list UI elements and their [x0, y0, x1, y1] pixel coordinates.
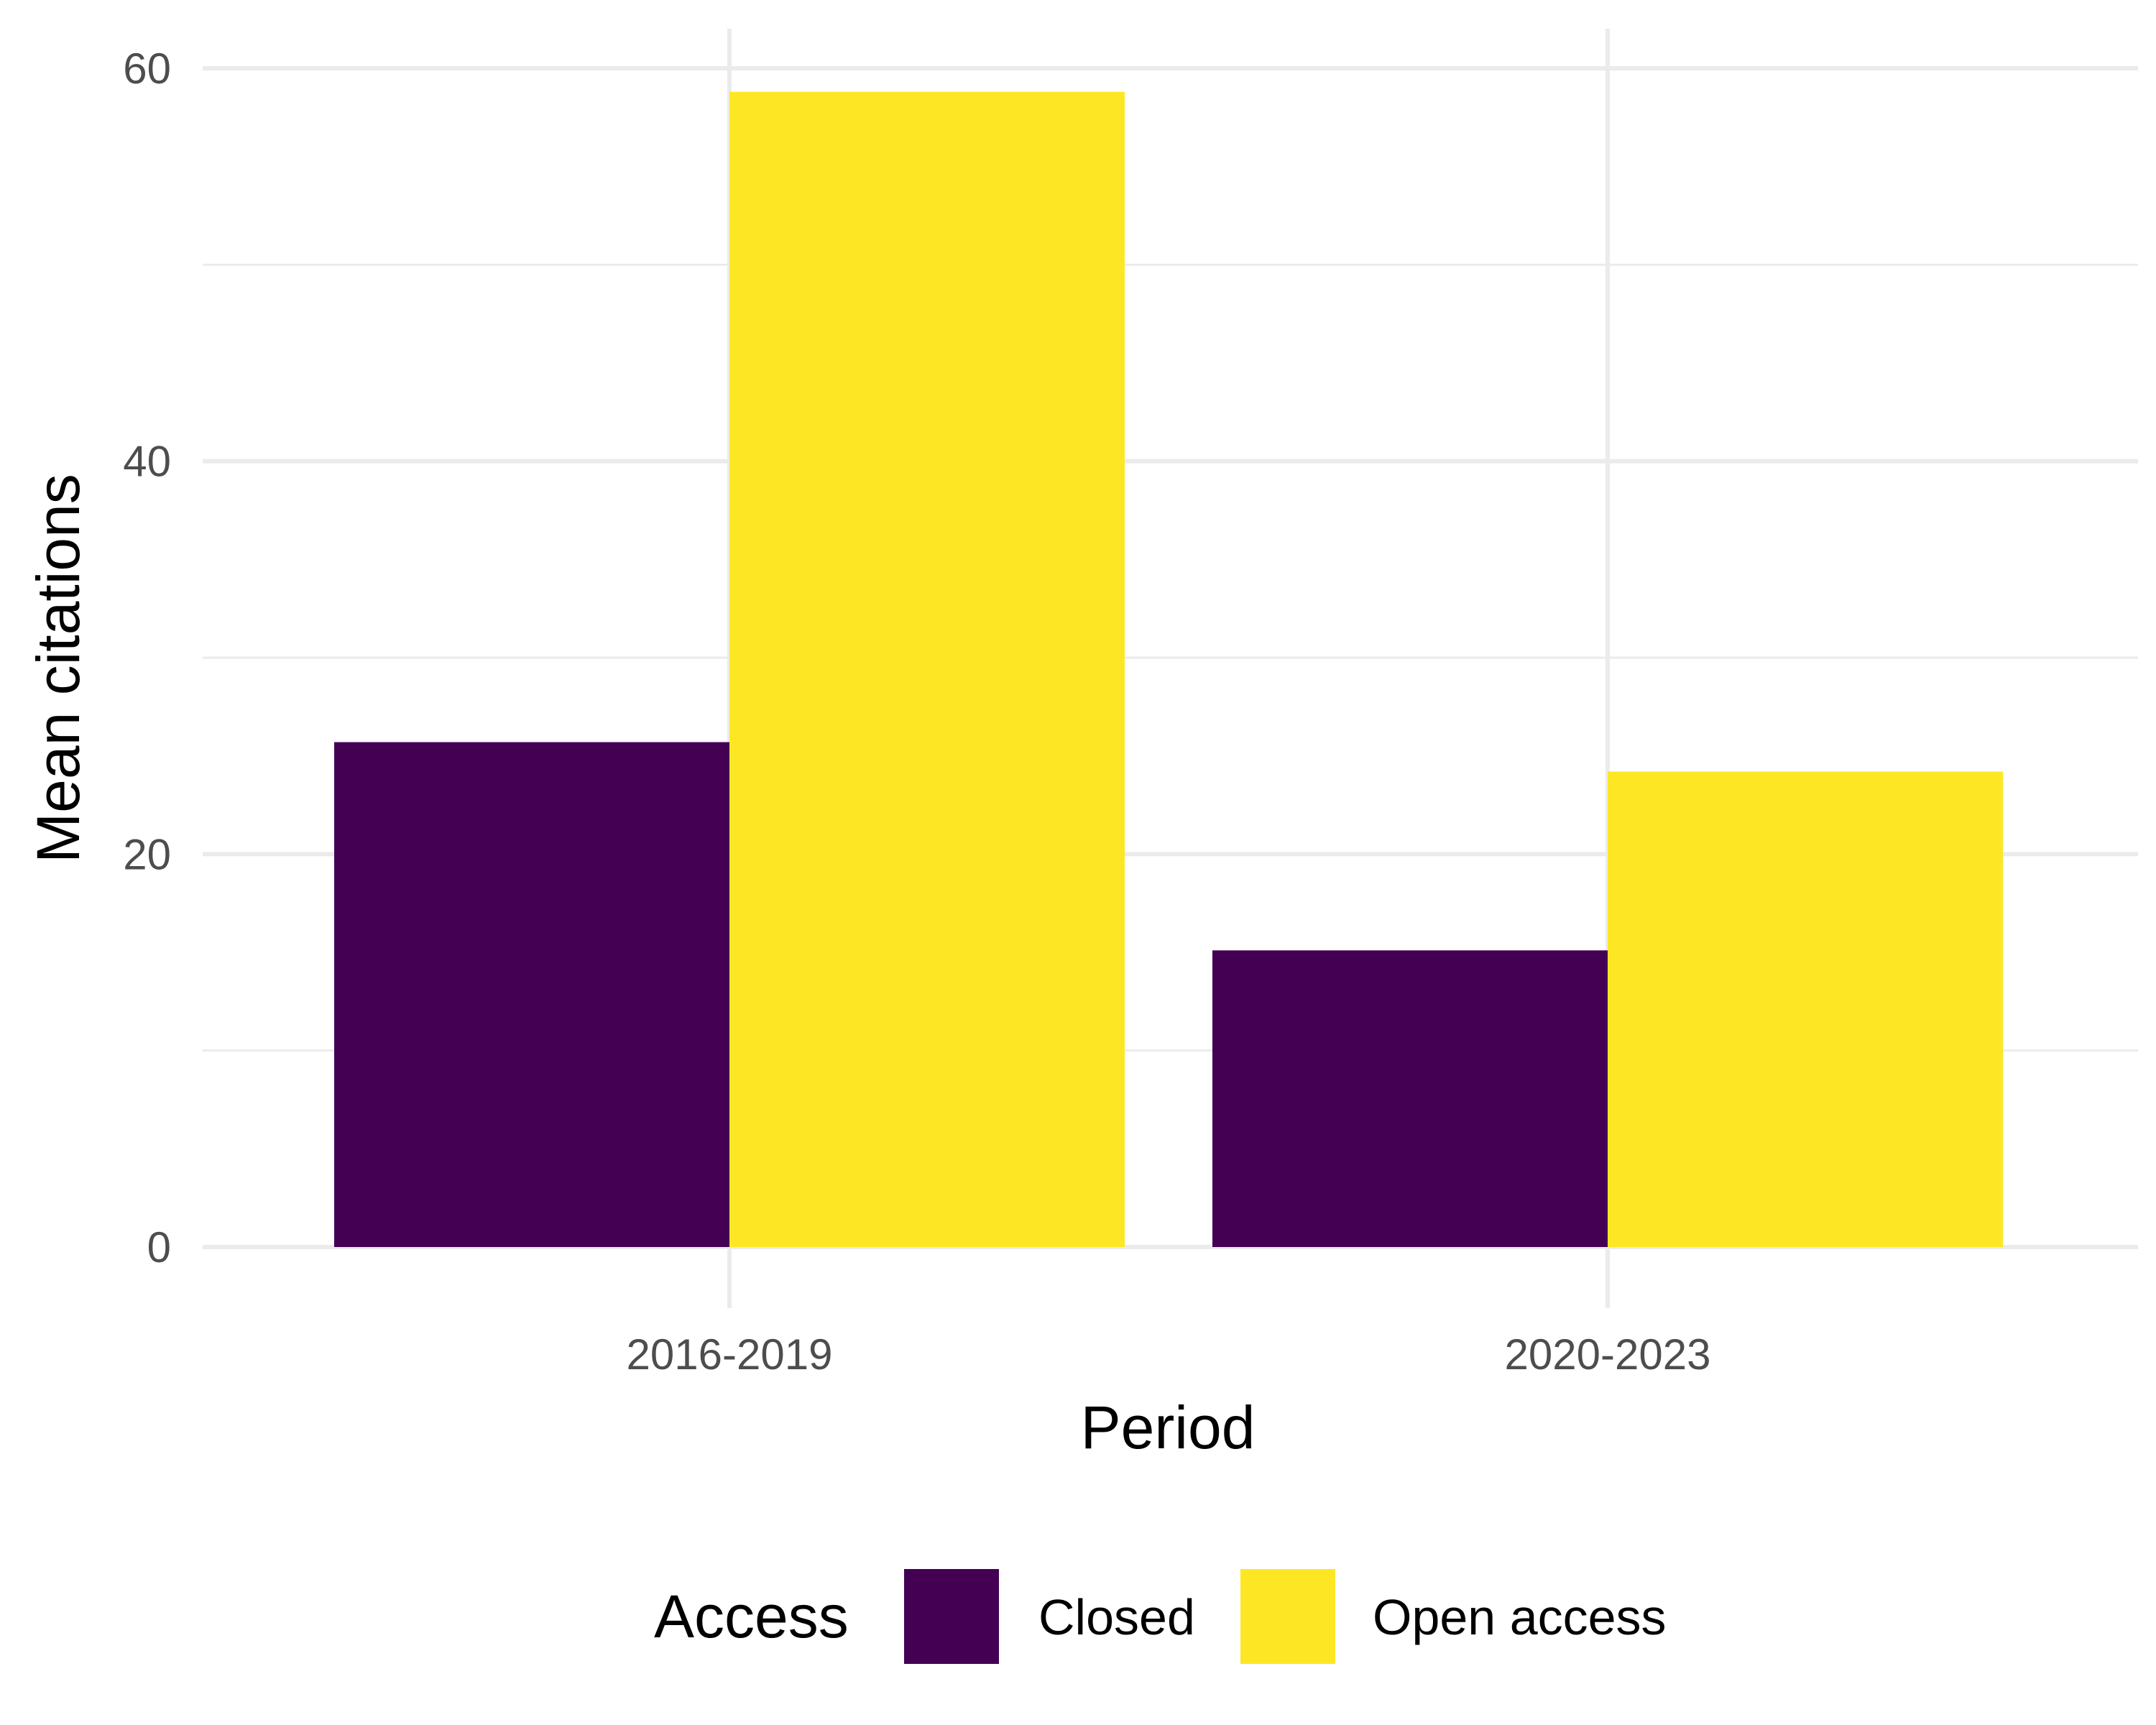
legend: Access Closed Open access — [654, 1569, 1667, 1664]
y-tick-label: 60 — [123, 45, 171, 93]
legend-key-closed — [904, 1569, 999, 1664]
bar-closed-2020-2023 — [1212, 950, 1608, 1247]
y-tick-label: 20 — [123, 830, 171, 878]
x-axis-ticks: 2016-2019 2020-2023 — [627, 1330, 1711, 1379]
bar-closed-2016-2019 — [334, 742, 729, 1247]
bars — [334, 91, 2003, 1247]
legend-label-open-access: Open access — [1373, 1589, 1667, 1645]
legend-key-open-access — [1240, 1569, 1335, 1664]
x-tick-label: 2020-2023 — [1505, 1330, 1711, 1379]
bar-open-access-2016-2019 — [729, 91, 1125, 1247]
y-axis-ticks: 0 20 40 60 — [123, 45, 171, 1271]
x-axis-title: Period — [1081, 1394, 1256, 1461]
y-tick-label: 0 — [147, 1223, 171, 1271]
legend-title: Access — [654, 1583, 849, 1650]
x-tick-label: 2016-2019 — [627, 1330, 833, 1379]
bar-open-access-2020-2023 — [1608, 771, 2003, 1247]
y-axis-title: Mean citations — [24, 474, 92, 863]
legend-label-closed: Closed — [1038, 1589, 1195, 1645]
y-tick-label: 40 — [123, 438, 171, 486]
